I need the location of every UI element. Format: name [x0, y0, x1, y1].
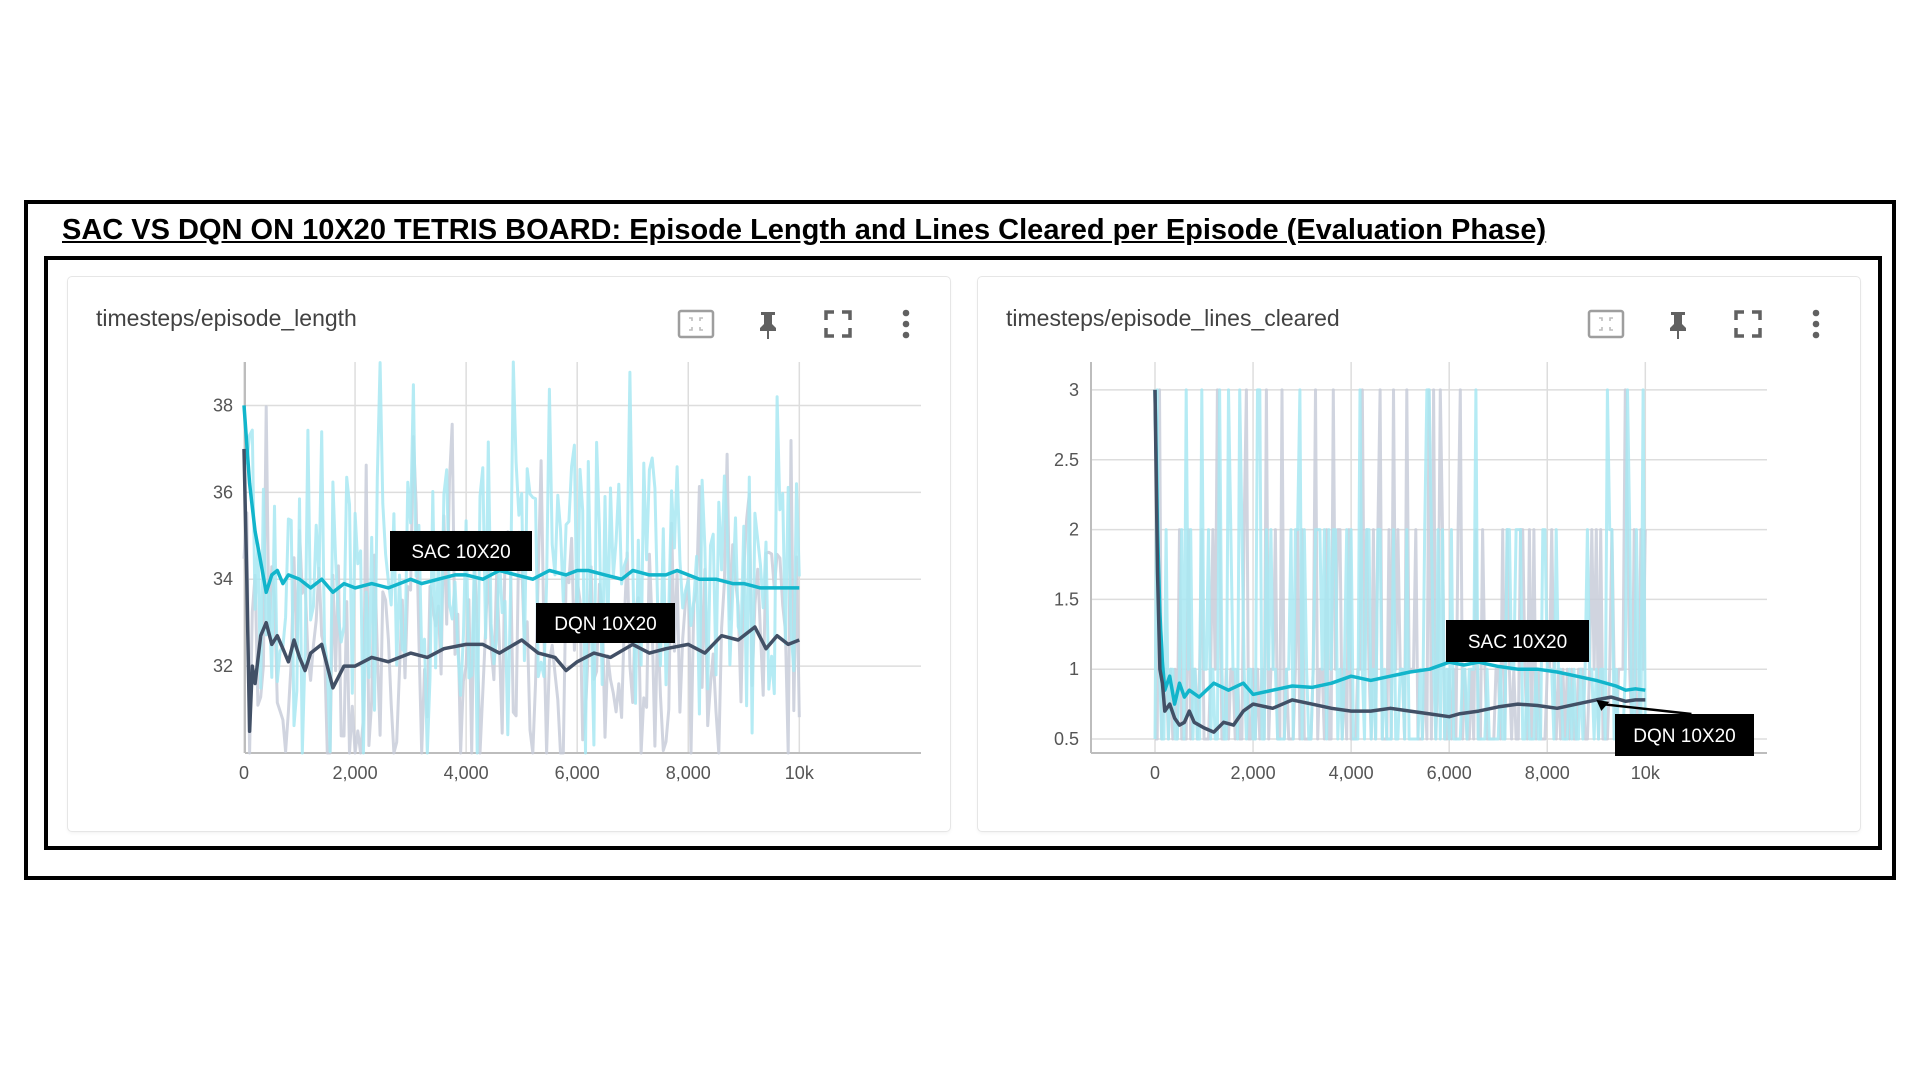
x-tick-label: 8,000 — [666, 763, 711, 783]
y-tick-label: 3 — [1069, 380, 1079, 400]
y-tick-label: 1 — [1069, 659, 1079, 679]
fit-domain-icon[interactable] — [1586, 304, 1626, 344]
y-tick-label: 38 — [213, 395, 233, 415]
card-title: timesteps/episode_lines_cleared — [1006, 305, 1340, 331]
chart-episode-lines-cleared: 0.5 1 1.5 2 2.5 3 0 2,000 4,000 6,000 8,000 10k SAC … — [1054, 362, 1767, 783]
series-line-sac — [1153, 389, 1646, 706]
series-line-dqn — [242, 448, 800, 734]
x-tick-label: 6,000 — [555, 763, 600, 783]
more-vert-icon[interactable] — [886, 304, 926, 344]
figure-title: SAC VS DQN ON 10X20 TETRIS BOARD: Episod… — [62, 214, 1547, 246]
x-tick-label: 10k — [785, 763, 815, 783]
chart-episode-length: 32 34 36 38 0 2,000 4,000 6,000 8,000 10k SAC 10X2… — [213, 360, 921, 783]
x-tick-label: 0 — [239, 763, 249, 783]
y-tick-label: 34 — [213, 569, 233, 589]
outer-frame — [24, 200, 1896, 880]
annotation-label-dqn: DQN 10X20 — [536, 603, 675, 643]
svg-text:DQN 10X20: DQN 10X20 — [554, 614, 656, 635]
x-tick-label: 4,000 — [444, 763, 489, 783]
y-tick-label: 2 — [1069, 520, 1079, 540]
annotation-label-sac: SAC 10X20 — [1446, 620, 1589, 662]
fullscreen-icon[interactable] — [1728, 304, 1768, 344]
svg-text:SAC 10X20: SAC 10X20 — [411, 542, 510, 563]
x-tick-label: 0 — [1150, 763, 1160, 783]
x-tick-label: 10k — [1631, 763, 1661, 783]
x-tick-label: 2,000 — [333, 763, 378, 783]
raw-trace-0 — [1153, 388, 1647, 741]
y-tick-label: 2.5 — [1054, 450, 1079, 470]
raw-trace-0 — [243, 360, 801, 755]
y-tick-label: 0.5 — [1054, 729, 1079, 749]
x-tick-label: 6,000 — [1427, 763, 1472, 783]
x-tick-label: 2,000 — [1231, 763, 1276, 783]
svg-text:DQN 10X20: DQN 10X20 — [1633, 726, 1735, 747]
x-tick-label: 8,000 — [1525, 763, 1570, 783]
x-tick-label: 4,000 — [1329, 763, 1374, 783]
chart-card-episode-length: timesteps/episode_length 32 34 36 38 0 2,000 4… — [68, 277, 950, 831]
fullscreen-icon[interactable] — [818, 304, 858, 344]
chart-card-episode-lines-cleared: timesteps/episode_lines_cleared 0.5 1 1.5 2… — [978, 277, 1860, 831]
inner-frame — [44, 256, 1882, 850]
annotation-label-dqn: DQN 10X20 — [1615, 714, 1754, 756]
card-title: timesteps/episode_length — [96, 305, 357, 331]
annotation-arrow — [1600, 702, 1692, 716]
fit-domain-icon[interactable] — [676, 304, 716, 344]
annotation-arrowhead — [1596, 699, 1610, 711]
y-tick-label: 32 — [213, 656, 233, 676]
series-line-sac — [242, 405, 800, 595]
more-vert-icon[interactable] — [1796, 304, 1836, 344]
y-tick-label: 36 — [213, 482, 233, 502]
annotation-label-sac: SAC 10X20 — [390, 531, 532, 571]
svg-text:SAC 10X20: SAC 10X20 — [1468, 632, 1567, 653]
series-line-dqn — [1153, 389, 1646, 734]
pin-icon[interactable] — [748, 304, 788, 344]
y-tick-label: 1.5 — [1054, 589, 1079, 609]
pin-icon[interactable] — [1658, 304, 1698, 344]
